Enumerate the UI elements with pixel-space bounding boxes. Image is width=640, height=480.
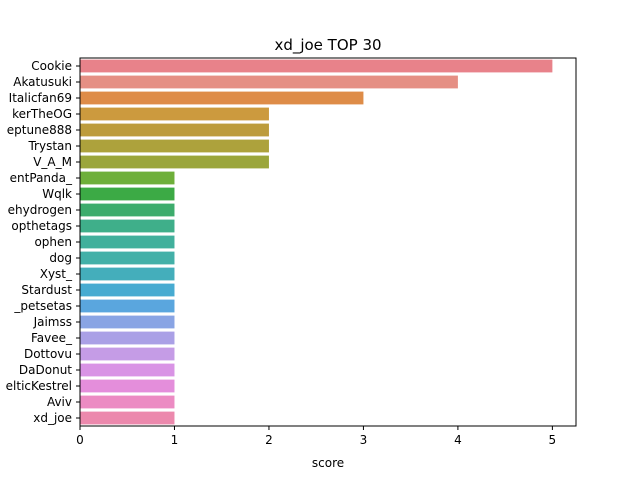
bar-21 xyxy=(80,395,175,409)
y-tick-label: entPanda_ xyxy=(10,171,73,185)
bar-5 xyxy=(80,139,269,153)
y-tick-label: opthetags xyxy=(11,219,72,233)
x-tick-labels: 0 1 2 3 4 5 xyxy=(76,426,556,447)
y-tick-label: Favee_ xyxy=(31,331,73,345)
bar-22 xyxy=(80,411,175,425)
x-tick-label: 3 xyxy=(360,433,368,447)
bar-6 xyxy=(80,155,269,169)
y-tick-label: eptune888 xyxy=(7,123,72,137)
y-tick-label: Xyst_ xyxy=(40,267,73,281)
bar-17 xyxy=(80,331,175,345)
bars-group xyxy=(80,59,553,425)
bar-13 xyxy=(80,267,175,281)
bar-8 xyxy=(80,187,175,201)
y-tick-labels: Cookie Akatusuki Italicfan69 kerTheOG eptune… xyxy=(6,59,80,425)
bar-2 xyxy=(80,91,364,105)
y-tick-label: Jaimss xyxy=(33,315,72,329)
plot-frame xyxy=(79,57,577,427)
x-tick-label: 2 xyxy=(265,433,273,447)
y-tick-label: Italicfan69 xyxy=(9,91,72,105)
y-tick-label: Wqlk xyxy=(42,187,72,201)
y-tick-label: Stardust xyxy=(21,283,72,297)
y-tick-label: Dottovu xyxy=(24,347,72,361)
y-tick-label: Akatusuki xyxy=(13,75,72,89)
y-tick-label: elticKestrel xyxy=(6,379,72,393)
bar-10 xyxy=(80,219,175,233)
y-tick-label: Cookie xyxy=(31,59,72,73)
bar-14 xyxy=(80,283,175,297)
y-tick-label: ehydrogen xyxy=(8,203,72,217)
bar-0 xyxy=(80,59,553,73)
bar-3 xyxy=(80,107,269,121)
y-tick-label: xd_joe xyxy=(33,411,72,425)
y-tick-label: DaDonut xyxy=(19,363,72,377)
bar-12 xyxy=(80,251,175,265)
x-tick-label: 0 xyxy=(76,433,84,447)
y-tick-label: Trystan xyxy=(27,139,72,153)
y-tick-label: dog xyxy=(49,251,72,265)
x-axis-label: score xyxy=(312,456,344,470)
chart-title: xd_joe TOP 30 xyxy=(274,36,381,55)
bar-4 xyxy=(80,123,269,137)
y-tick-label: V_A_M xyxy=(33,155,72,169)
bar-1 xyxy=(80,75,458,89)
bar-9 xyxy=(80,203,175,217)
y-tick-label: ophen xyxy=(34,235,72,249)
bar-20 xyxy=(80,379,175,393)
bar-19 xyxy=(80,363,175,377)
y-tick-label: kerTheOG xyxy=(12,107,72,121)
bar-18 xyxy=(80,347,175,361)
bar-11 xyxy=(80,235,175,249)
bar-15 xyxy=(80,299,175,313)
bar-16 xyxy=(80,315,175,329)
y-tick-label: Aviv xyxy=(47,395,72,409)
x-tick-label: 4 xyxy=(454,433,462,447)
y-tick-label: _petsetas xyxy=(13,299,72,313)
x-tick-label: 5 xyxy=(549,433,557,447)
bar-7 xyxy=(80,171,175,185)
x-tick-label: 1 xyxy=(171,433,179,447)
